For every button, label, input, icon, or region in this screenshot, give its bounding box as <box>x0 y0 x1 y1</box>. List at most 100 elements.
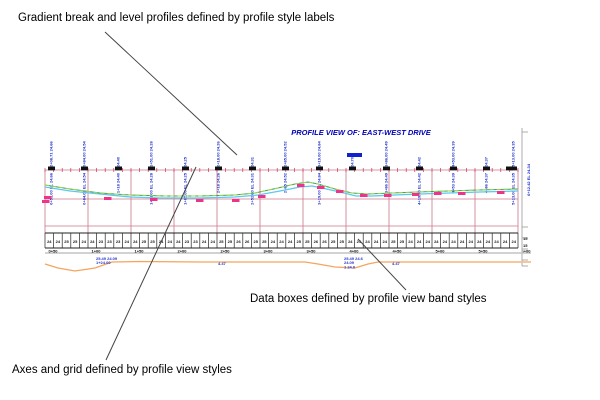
band-note-text: 24.09 <box>344 260 355 265</box>
station-label-below: 2+18 24.26 <box>216 172 221 193</box>
station-marker <box>510 166 517 171</box>
band-value: 24 <box>468 239 473 244</box>
band-value: 24 <box>443 239 448 244</box>
band-value: 25 <box>150 239 155 244</box>
band-value: 25 <box>296 239 301 244</box>
band-station-label: 4+50 <box>392 249 402 254</box>
annotation-gradient-break-labels: Gradient break and level profiles define… <box>18 12 335 24</box>
station-label-above: 0+84.00 24.54 <box>82 141 87 167</box>
band-orange-line <box>44 260 531 272</box>
right-axis-station-label: 6+12.42 EL 24.34 <box>526 163 531 196</box>
gradient-break-label <box>297 184 305 187</box>
gradient-break-label <box>412 193 420 196</box>
station-label-below: 5+13.00 EL 24.35 <box>511 172 516 205</box>
band-station-label: 1+00 <box>91 249 101 254</box>
band-value: 24 <box>210 239 215 244</box>
gradient-break-label <box>497 191 505 194</box>
station-label-below: 2+85 24.52 <box>283 172 288 193</box>
band-value: 23 <box>116 239 121 244</box>
band-value: 25 <box>219 239 224 244</box>
band-value: 24 <box>382 239 387 244</box>
band-value: 25 <box>339 239 344 244</box>
station-marker <box>48 166 55 171</box>
band-value: 26 <box>236 239 241 244</box>
band-value: 25 <box>305 239 310 244</box>
band-station-label: 5+00 <box>435 249 445 254</box>
right-axis-band-text: 15 <box>523 243 528 248</box>
station-marker <box>115 166 122 171</box>
band-value: 24 <box>167 239 172 244</box>
band-value: 24 <box>288 239 293 244</box>
band-station-label: 1+50 <box>134 249 144 254</box>
band-value: 24 <box>348 239 353 244</box>
band-value: 24 <box>425 239 430 244</box>
gradient-break-label <box>360 194 368 197</box>
station-label-above: 24.37 <box>484 156 489 167</box>
band-note-text: 1+24.00 <box>96 260 111 265</box>
gradient-break-label <box>384 194 392 197</box>
band-value: 24 <box>408 239 413 244</box>
station-label-below: 2+52.00 EL 24.31 <box>250 172 255 205</box>
station-marker <box>182 166 189 171</box>
band-value: 24 <box>357 239 362 244</box>
band-value: 24 <box>176 239 181 244</box>
gradient-break-label <box>104 197 112 200</box>
station-marker <box>450 166 457 171</box>
gradient-break-label <box>258 195 266 198</box>
annotation-data-boxes: Data boxes defined by profile view band … <box>250 293 487 305</box>
band-station-label: 0+50 <box>48 249 58 254</box>
band-value: 26 <box>245 239 250 244</box>
band-value: 25 <box>73 239 78 244</box>
station-label-above: 2+85.00 24.52 <box>283 141 288 167</box>
band-note-text: 4.47 <box>218 261 227 266</box>
band-value: 24 <box>451 239 456 244</box>
band-value: 24 <box>124 239 129 244</box>
legend-dash <box>347 153 362 157</box>
band-note-text: 25.49 24.6 <box>344 256 364 261</box>
band-value: 26 <box>314 239 319 244</box>
band-value: 24 <box>90 239 95 244</box>
band-value: 24 <box>434 239 439 244</box>
station-marker <box>215 166 222 171</box>
station-marker <box>349 166 356 171</box>
band-value: 25 <box>262 239 267 244</box>
band-value: 24 <box>460 239 465 244</box>
band-value: 23 <box>99 239 104 244</box>
gradient-break-label <box>42 200 50 203</box>
station-marker <box>316 166 323 171</box>
station-label-below: 1+51.00 EL 24.28 <box>149 172 154 205</box>
band-value: 26 <box>322 239 327 244</box>
band-station-label: 4+00 <box>349 249 359 254</box>
gradient-break-label <box>44 196 52 199</box>
band-value: 25 <box>64 239 69 244</box>
band-value: 23 <box>193 239 198 244</box>
band-value: 24 <box>279 239 284 244</box>
station-marker <box>506 166 513 171</box>
band-value: 24 <box>494 239 499 244</box>
station-marker <box>282 166 289 171</box>
gradient-break-label <box>458 192 466 195</box>
band-station-label: 3+50 <box>306 249 316 254</box>
band-note-text: 1 24.0 <box>344 264 356 269</box>
band-value: 25 <box>253 239 258 244</box>
station-label-above: 24.31 <box>250 156 255 167</box>
station-label-above: 3+86.00 24.49 <box>384 141 389 167</box>
station-label-above: 24.70 <box>350 156 355 167</box>
station-marker <box>383 166 390 171</box>
station-label-above: 24.42 <box>417 156 422 167</box>
gradient-break-label <box>336 190 344 193</box>
band-value: 24 <box>374 239 379 244</box>
station-marker <box>483 166 490 171</box>
band-value: 25 <box>331 239 336 244</box>
right-axis-band-text: 15 <box>523 236 528 241</box>
band-value: 23 <box>107 239 112 244</box>
station-label-above: 1+51.00 24.28 <box>149 141 154 167</box>
station-label-above: 24.25 <box>183 156 188 167</box>
annotation-axes-grid: Axes and grid defined by profile view st… <box>12 364 232 376</box>
station-label-below: 1+18 24.40 <box>116 172 121 193</box>
station-label-above: 2+08.71 24.66 <box>49 141 54 167</box>
gradient-break-label <box>196 199 204 202</box>
profile-view-title: PROFILE VIEW OF: EAST-WEST DRIVE <box>291 128 431 137</box>
